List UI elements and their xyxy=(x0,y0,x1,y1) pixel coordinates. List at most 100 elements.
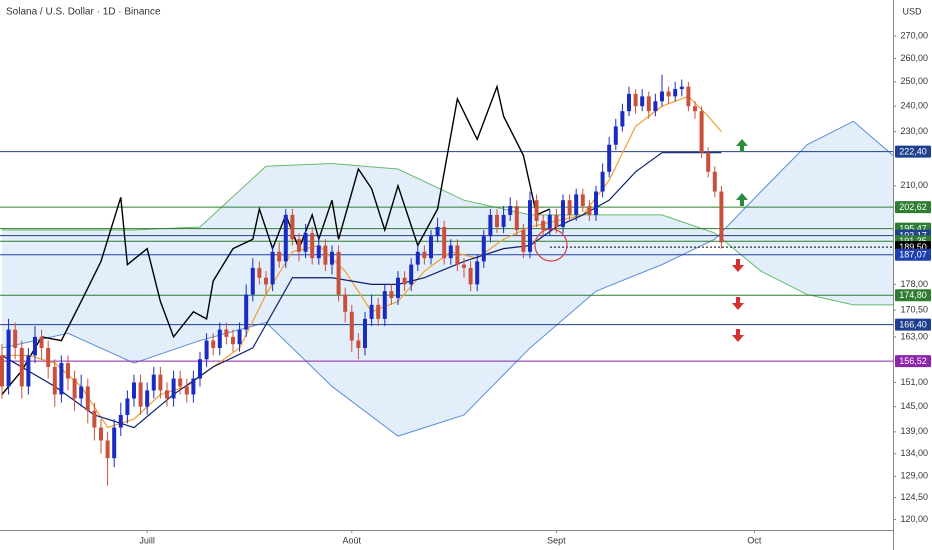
candle-body xyxy=(455,245,460,265)
y-tick-label: 139,00 xyxy=(900,426,928,436)
candle-body xyxy=(112,427,117,459)
candle-body xyxy=(72,378,77,399)
candle-body xyxy=(316,245,321,259)
candle-body xyxy=(508,206,513,215)
candle-body xyxy=(673,89,678,97)
candle-body xyxy=(343,294,348,312)
y-tick-label: 124,50 xyxy=(900,492,928,502)
candle-body xyxy=(230,336,235,345)
candle-body xyxy=(296,239,301,252)
level-label: 202,62 xyxy=(899,202,927,212)
y-tick-label: 210,00 xyxy=(900,180,928,190)
candle-body xyxy=(468,267,473,285)
candle-body xyxy=(442,226,447,259)
arrows xyxy=(732,139,748,342)
candle-body xyxy=(494,214,499,227)
candle-body xyxy=(59,363,64,395)
y-tick-label: 270,00 xyxy=(900,30,928,40)
y-tick-label: 230,00 xyxy=(900,126,928,136)
candle-body xyxy=(600,171,605,192)
candle-body xyxy=(607,144,612,172)
candle-body xyxy=(6,329,11,387)
candle-body xyxy=(356,340,361,348)
candle-body xyxy=(164,390,169,399)
candle-body xyxy=(521,230,526,252)
level-label: 195,47 xyxy=(899,223,927,233)
cloud xyxy=(1,121,894,437)
x-tick-label: Sept xyxy=(547,535,566,545)
y-tick-label: 250,00 xyxy=(900,76,928,86)
y-tick-label: 170,50 xyxy=(900,304,928,314)
candle-body xyxy=(46,347,51,367)
candle-body xyxy=(244,294,249,330)
candle-body xyxy=(26,355,31,387)
candle-body xyxy=(560,200,565,227)
candle-body xyxy=(692,106,697,112)
candle-body xyxy=(105,440,110,459)
candle-body xyxy=(567,200,572,215)
plot-area xyxy=(0,74,894,486)
y-tick-label: 134,00 xyxy=(900,448,928,458)
candle-body xyxy=(541,220,546,231)
candle-body xyxy=(626,93,631,112)
y-tick-label: 240,00 xyxy=(900,101,928,111)
level-label-box xyxy=(895,355,931,368)
candle-body xyxy=(719,191,724,243)
candle-body xyxy=(178,378,183,387)
candle-body xyxy=(593,191,598,215)
candle-body xyxy=(514,206,519,231)
candle-body xyxy=(448,245,453,259)
y-tick-label: 129,00 xyxy=(900,471,928,481)
level-label: 156,52 xyxy=(899,356,927,366)
candle-body xyxy=(488,214,493,237)
candle-body xyxy=(395,277,400,298)
level-label: 189,50 xyxy=(899,242,927,252)
level-label-box xyxy=(895,145,931,158)
candle-body xyxy=(461,264,466,268)
candle-body xyxy=(257,267,262,278)
candle-body xyxy=(706,152,711,172)
candle-body xyxy=(646,96,651,112)
candle-body xyxy=(131,382,136,399)
candle-body xyxy=(13,329,18,348)
y-tick-label: 120,00 xyxy=(900,514,928,524)
candle-body xyxy=(369,304,374,319)
candle-body xyxy=(283,214,288,262)
candle-body xyxy=(32,336,37,356)
candle-body xyxy=(534,200,539,221)
candle-body xyxy=(270,251,275,285)
cloud-span-a xyxy=(1,120,894,437)
candle-body xyxy=(19,347,24,387)
candle-body xyxy=(145,390,150,407)
candle-body xyxy=(481,236,486,262)
candle-body xyxy=(138,382,143,407)
candle-body xyxy=(98,427,103,441)
candle-body xyxy=(263,277,268,285)
x-tick-label: Août xyxy=(343,535,362,545)
level-label-box xyxy=(895,289,931,302)
candle-body xyxy=(699,111,704,153)
candle-body xyxy=(65,363,70,379)
candle-body xyxy=(237,329,242,345)
candle-body xyxy=(290,214,295,240)
candle-body xyxy=(171,378,176,399)
candle-body xyxy=(409,264,414,285)
x-tick-label: Juill xyxy=(139,535,155,545)
candle-body xyxy=(422,251,427,259)
candle-body xyxy=(402,277,407,285)
candle-body xyxy=(151,374,156,391)
candle-body xyxy=(382,291,387,319)
candle-body xyxy=(580,194,585,207)
candle-body xyxy=(362,318,367,348)
candle-body xyxy=(415,251,420,265)
candle-body xyxy=(501,214,506,227)
candle-body xyxy=(52,366,57,395)
arrow-up xyxy=(736,139,748,152)
arrow-down xyxy=(732,259,744,272)
candle-body xyxy=(613,126,618,145)
candle-body xyxy=(224,329,229,337)
x-tick-label: Oct xyxy=(747,535,762,545)
candle-body xyxy=(184,386,189,395)
candle-body xyxy=(389,291,394,298)
